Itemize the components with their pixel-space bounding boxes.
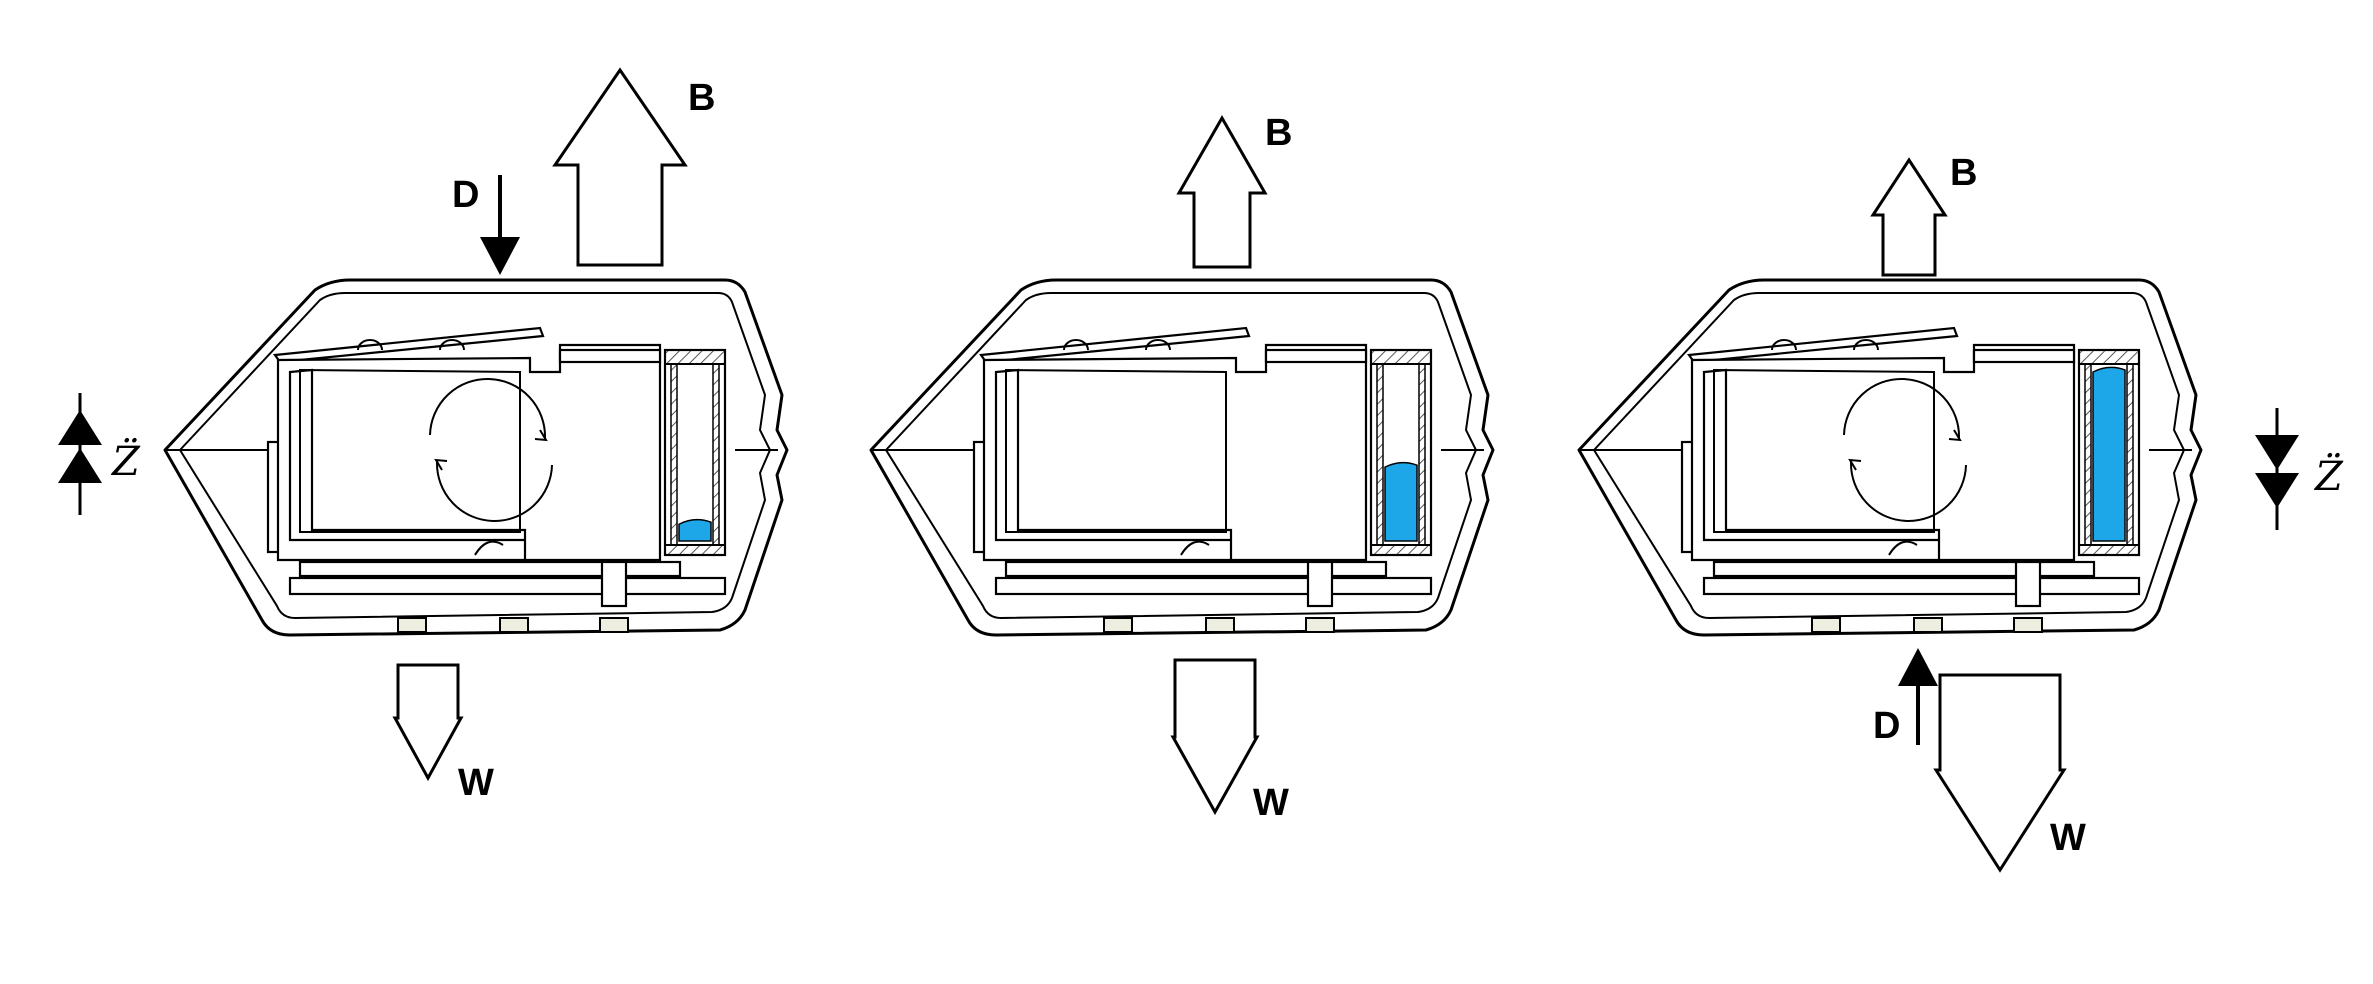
hinge-1 [1771, 339, 1797, 351]
water-level [678, 518, 712, 542]
float-body-center [869, 278, 1495, 637]
buoyancy-label-center: B [1265, 112, 1292, 154]
tank-cap-bottom [2078, 544, 2140, 556]
post [600, 560, 628, 608]
rotation-arc-bottom [1849, 461, 1967, 522]
outer-hull [163, 278, 789, 637]
foot-1 [1103, 617, 1133, 633]
post [2014, 560, 2042, 608]
tank-cap-top [2078, 349, 2140, 365]
accel-head-1-left [58, 410, 102, 445]
hinge-1 [357, 339, 383, 351]
drag-label-right: D [1873, 705, 1900, 747]
tank-wall-right [712, 363, 720, 546]
top-lid [979, 326, 1251, 364]
drag-head-left [480, 237, 520, 275]
container-frame [982, 343, 1368, 562]
water-level [1384, 461, 1418, 542]
foot-3 [599, 617, 629, 633]
foot-2 [1205, 617, 1235, 633]
outer-hull [869, 278, 1495, 637]
container-inner [1005, 368, 1227, 533]
foot-3 [2013, 617, 2043, 633]
rail-upper [1004, 560, 1388, 578]
tank-cap-bottom [1370, 544, 1432, 556]
tank-wall-left [2084, 363, 2092, 546]
weight-arrow-right [1933, 673, 2067, 873]
float-body-right [1577, 278, 2203, 637]
rail-upper [298, 560, 682, 578]
rotation-head-top [1948, 429, 1962, 442]
accel-head-2-right [2255, 473, 2299, 508]
rotation-arc-top [429, 378, 547, 439]
container-inner [299, 368, 521, 533]
container-frame [1690, 343, 2076, 562]
panel-center: BW [869, 112, 1495, 824]
valve-mark [1180, 540, 1210, 556]
tank-cap-top [1370, 349, 1432, 365]
rail-lower [1702, 576, 2141, 596]
rotation-head-bottom [434, 458, 448, 471]
buoyancy-arrow-left [552, 67, 688, 267]
weight-label-left: W [458, 762, 494, 804]
weight-arrow-center [1170, 658, 1260, 816]
tank-wall-right [1418, 363, 1426, 546]
valve-mark [1888, 540, 1918, 556]
rail-lower [288, 576, 727, 596]
outer-hull [1577, 278, 2203, 637]
weight-label-right: W [2050, 817, 2086, 859]
accel-head-2-left [58, 448, 102, 483]
tank-wall-left [670, 363, 678, 546]
container-frame [276, 343, 662, 562]
drag-label-left: D [452, 174, 479, 216]
buoyancy-label-left: B [688, 77, 715, 119]
rail-lower [994, 576, 1433, 596]
tank-cap-top [664, 349, 726, 365]
top-ledge [1972, 348, 2076, 364]
accel-label-right: Z̈ [2313, 453, 2344, 500]
panel-right: B W D Z̈ [1577, 152, 2344, 873]
drag-head-right [1898, 648, 1938, 686]
foot-3 [1305, 617, 1335, 633]
rotation-arc-top [1843, 378, 1961, 439]
rotation-arc-bottom [435, 461, 553, 522]
top-ledge [558, 348, 662, 364]
hinge-2 [1853, 339, 1879, 351]
foot-1 [397, 617, 427, 633]
weight-arrow-left [392, 663, 464, 782]
tank-wall-left [1376, 363, 1384, 546]
weight-label-center: W [1253, 782, 1289, 824]
tank-cap-bottom [664, 544, 726, 556]
accel-label-left: Z̈ [110, 438, 141, 485]
hinge-1 [1063, 339, 1089, 351]
top-ledge [1264, 348, 1368, 364]
rail-upper [1712, 560, 2096, 578]
top-lid [1687, 326, 1959, 364]
hinge-2 [439, 339, 465, 351]
water-level [2092, 366, 2126, 542]
top-lid [273, 326, 545, 364]
float-body-left [163, 278, 789, 637]
container-inner [1713, 368, 1935, 533]
buoyancy-label-right: B [1950, 152, 1977, 194]
rotation-head-bottom [1848, 458, 1862, 471]
panel-left: B W D Z̈ [58, 67, 789, 804]
tank-wall-right [2126, 363, 2134, 546]
rotation-head-top [534, 429, 548, 442]
buoyancy-arrow-right [1870, 157, 1948, 277]
valve-mark [474, 540, 504, 556]
hinge-2 [1145, 339, 1171, 351]
accel-head-1-right [2255, 435, 2299, 470]
foot-2 [1913, 617, 1943, 633]
post [1306, 560, 1334, 608]
foot-1 [1811, 617, 1841, 633]
foot-2 [499, 617, 529, 633]
buoyancy-arrow-center [1176, 114, 1268, 269]
